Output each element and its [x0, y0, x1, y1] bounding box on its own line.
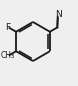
Text: CH₃: CH₃ — [1, 51, 15, 60]
Text: N: N — [55, 10, 61, 19]
Text: F: F — [5, 23, 10, 32]
